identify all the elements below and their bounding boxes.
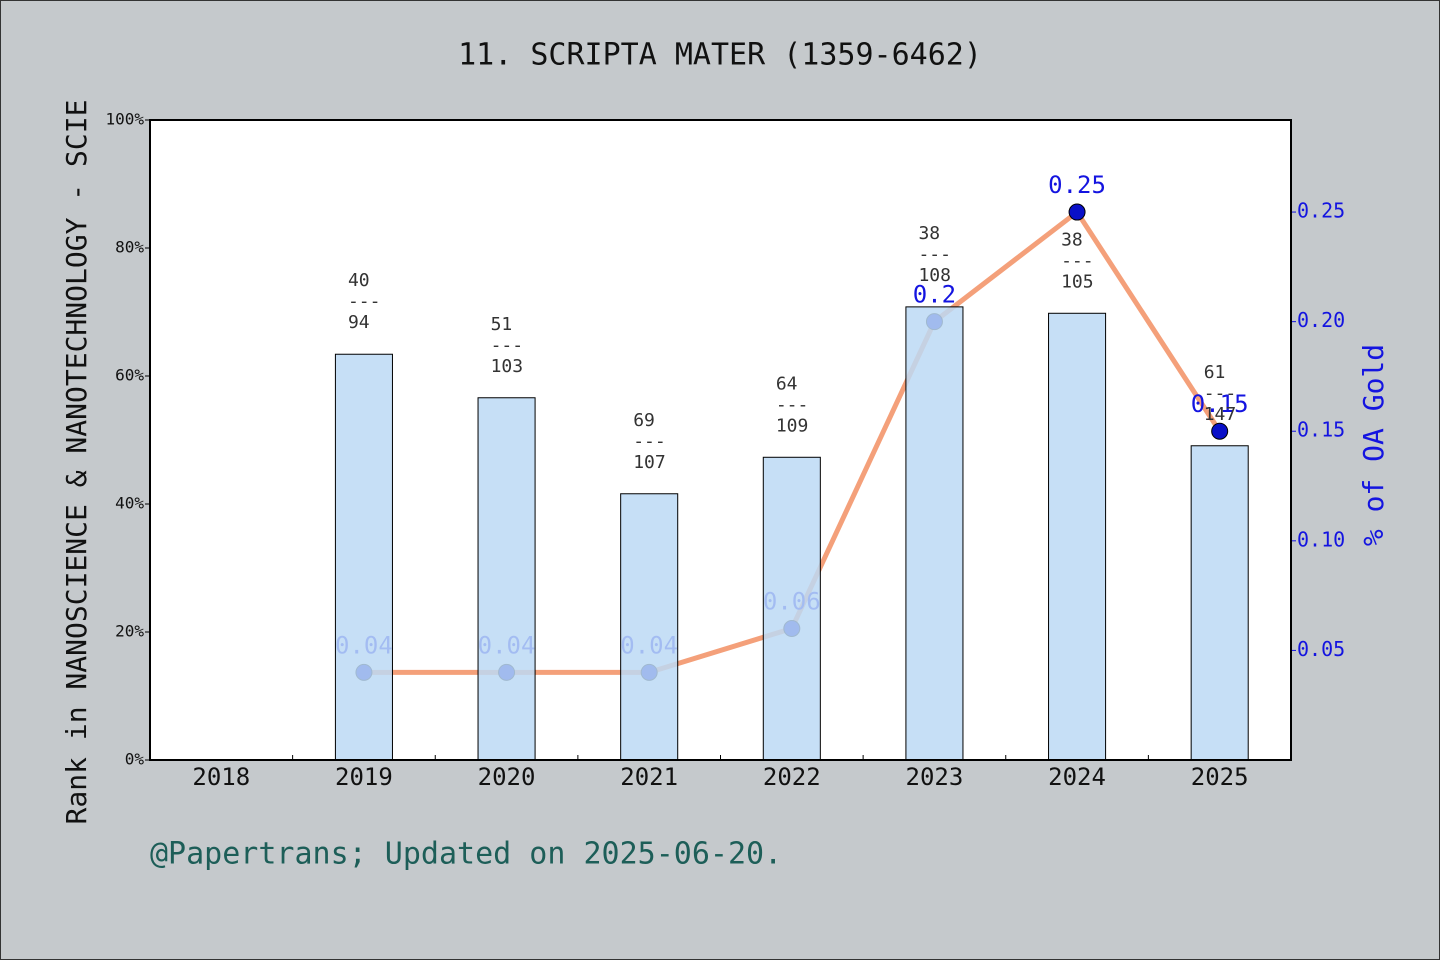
bar — [762, 456, 821, 761]
bar-annotation: 109 — [776, 415, 809, 436]
bar-annotation: 103 — [491, 356, 524, 377]
bar — [1190, 445, 1249, 761]
y-tick-label: 60% — [115, 366, 144, 385]
bar-annotation: --- — [776, 394, 809, 415]
bar-annotation: --- — [633, 431, 666, 452]
bar-annotation: 94 — [348, 312, 370, 333]
x-tick-label: 2020 — [478, 763, 536, 791]
y-tick-label: 40% — [115, 494, 144, 513]
x-tick-label: 2023 — [906, 763, 964, 791]
bar-annotation: 38 — [918, 223, 940, 244]
line-value-label: 0.25 — [1048, 171, 1106, 199]
line-point — [1211, 422, 1229, 440]
y2-axis-label: % of OA Gold — [1357, 344, 1390, 546]
y-tick-label: 20% — [115, 622, 144, 641]
y2-tick-label: 0.15 — [1297, 418, 1345, 442]
x-tick-label: 2019 — [335, 763, 393, 791]
y2-tick-label: 0.25 — [1297, 199, 1345, 223]
x-tick-label: 2021 — [620, 763, 678, 791]
footer: @Papertrans; Updated on 2025-06-20. — [150, 837, 782, 872]
bar-annotation: --- — [1204, 383, 1237, 404]
bar-annotation: 147 — [1204, 404, 1237, 425]
bar-annotation: --- — [491, 335, 524, 356]
x-tick-label: 2018 — [192, 763, 250, 791]
bar — [334, 353, 393, 761]
line-value-label: 0.15 — [1191, 390, 1249, 418]
line-point — [1068, 203, 1086, 221]
line-value-label: 0.2 — [913, 281, 956, 309]
plot-frame — [149, 119, 1292, 761]
bar-annotation: 64 — [776, 373, 798, 394]
bar — [477, 397, 536, 761]
y-tick-label: 0% — [125, 750, 145, 769]
y2-tick-label: 0.10 — [1297, 527, 1345, 551]
bar-annotation: --- — [918, 244, 951, 265]
y-tick-label: 100% — [105, 110, 144, 129]
bar-annotation: 51 — [491, 314, 513, 335]
y2-tick-label: 0.05 — [1297, 637, 1345, 661]
bar-annotation: 107 — [633, 452, 666, 473]
x-tick-label: 2024 — [1048, 763, 1106, 791]
bar-annotation: 105 — [1061, 271, 1094, 292]
bar-annotation: --- — [1061, 250, 1094, 271]
x-tick-label: 2025 — [1191, 763, 1249, 791]
plot-area — [150, 120, 1291, 760]
bar — [905, 306, 964, 761]
x-tick-label: 2022 — [763, 763, 821, 791]
bar-annotation: 69 — [633, 410, 655, 431]
bar — [620, 493, 679, 761]
bar-annotation: --- — [348, 291, 381, 312]
chart-title: 11. SCRIPTA MATER (1359-6462) — [458, 38, 982, 73]
bar — [1048, 312, 1107, 761]
y-tick-label: 80% — [115, 238, 144, 257]
bar-annotation: 108 — [918, 265, 951, 286]
bar-annotation: 40 — [348, 270, 370, 291]
bar-annotation: 61 — [1204, 362, 1226, 383]
y2-tick-label: 0.20 — [1297, 308, 1345, 332]
bar-annotation: 38 — [1061, 229, 1083, 250]
y-axis-label: Rank in NANOSCIENCE & NANOTECHNOLOGY - S… — [60, 100, 93, 825]
